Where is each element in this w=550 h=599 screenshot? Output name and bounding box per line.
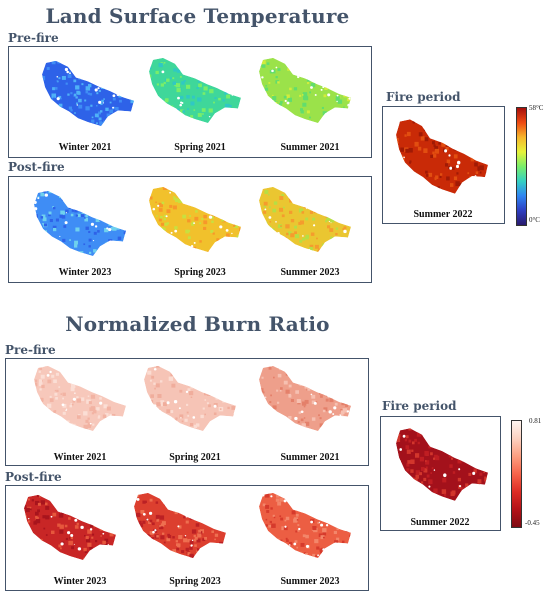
nbr-fire-period-label: Fire period [382, 399, 457, 413]
lst-map-spring-2021 [145, 55, 245, 125]
nbr-map-winter-2023 [20, 492, 120, 562]
nbr-map-summer-2023 [255, 490, 355, 560]
region-map-shape [149, 57, 241, 124]
nbr-caption-winter-2021: Winter 2021 [53, 452, 107, 463]
nbr-caption-summer-2023: Summer 2023 [280, 576, 340, 587]
lst-caption-winter-2021: Winter 2021 [58, 142, 112, 153]
nbr-map-summer-2021 [255, 363, 355, 433]
lst-post-fire-label: Post-fire [8, 160, 65, 174]
nbr-colorbar-max-label: 0.81 [529, 417, 542, 425]
lst-pre-fire-label: Pre-fire [8, 31, 59, 45]
nbr-map-spring-2023 [130, 490, 230, 560]
lst-map-summer-2021 [255, 55, 355, 125]
lst-caption-winter-2023: Winter 2023 [58, 267, 112, 278]
lst-colorbar-min-label: 0°C [529, 216, 540, 224]
region-map-shape [34, 190, 126, 257]
nbr-title: Normalized Burn Ratio [65, 312, 330, 336]
region-map-shape [34, 365, 126, 432]
nbr-caption-summer-2022: Summer 2022 [410, 517, 470, 528]
lst-caption-spring-2021: Spring 2021 [174, 142, 226, 153]
region-map-shape [396, 119, 488, 194]
lst-colorbar-max-label: 58°C [529, 104, 544, 112]
nbr-caption-summer-2021: Summer 2021 [280, 452, 340, 463]
lst-map-winter-2021 [38, 58, 138, 128]
region-map-shape [24, 494, 116, 561]
lst-map-summer-2023 [255, 184, 355, 254]
nbr-post-fire-label: Post-fire [5, 470, 62, 484]
region-map-shape [149, 186, 241, 253]
nbr-colorbar [511, 420, 522, 528]
lst-colorbar [516, 107, 527, 226]
region-map-shape [259, 492, 351, 559]
lst-map-summer-2022 [392, 116, 492, 196]
nbr-map-winter-2021 [30, 363, 130, 433]
lst-map-winter-2023 [30, 188, 130, 258]
region-map-shape [259, 365, 351, 432]
nbr-pre-fire-label: Pre-fire [5, 343, 56, 357]
nbr-caption-spring-2021: Spring 2021 [169, 452, 221, 463]
region-map-shape [259, 57, 351, 124]
region-map-shape [144, 365, 236, 432]
nbr-caption-spring-2023: Spring 2023 [169, 576, 221, 587]
region-map-shape [396, 428, 488, 501]
nbr-map-summer-2022 [392, 425, 492, 503]
lst-caption-summer-2023: Summer 2023 [280, 267, 340, 278]
lst-caption-summer-2022: Summer 2022 [413, 209, 473, 220]
region-map-shape [259, 186, 351, 253]
lst-fire-period-label: Fire period [386, 90, 461, 104]
lst-title: Land Surface Temperature [45, 4, 350, 28]
nbr-colorbar-min-label: -0.45 [525, 519, 540, 527]
region-map-shape [42, 60, 134, 127]
lst-map-spring-2023 [145, 184, 245, 254]
region-map-shape [134, 492, 226, 559]
lst-caption-summer-2021: Summer 2021 [280, 142, 340, 153]
lst-caption-spring-2023: Spring 2023 [174, 267, 226, 278]
nbr-caption-winter-2023: Winter 2023 [53, 576, 107, 587]
nbr-map-spring-2021 [140, 363, 240, 433]
